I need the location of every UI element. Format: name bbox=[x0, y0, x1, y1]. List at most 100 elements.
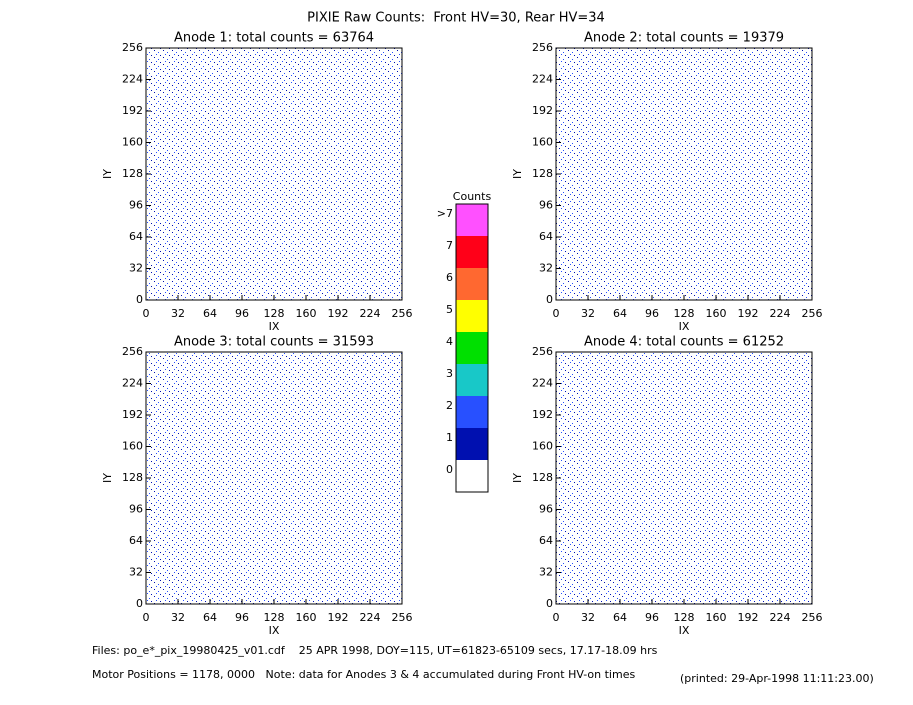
image-texture bbox=[556, 48, 812, 300]
colorbar-swatch bbox=[456, 268, 488, 300]
y-axis-label: IY bbox=[511, 473, 524, 483]
x-tick-label: 32 bbox=[581, 611, 595, 624]
x-tick-label: 32 bbox=[171, 611, 185, 624]
colorbar-label: 6 bbox=[446, 271, 453, 284]
x-tick-label: 128 bbox=[674, 307, 695, 320]
y-tick-label: 160 bbox=[122, 440, 143, 453]
x-tick-label: 96 bbox=[645, 611, 659, 624]
y-tick-label: 224 bbox=[532, 73, 553, 86]
x-tick-label: 128 bbox=[264, 611, 285, 624]
y-tick-label: 192 bbox=[532, 104, 553, 117]
x-tick-label: 32 bbox=[171, 307, 185, 320]
y-tick-label: 0 bbox=[136, 597, 143, 610]
y-tick-label: 96 bbox=[129, 503, 143, 516]
image-texture bbox=[146, 352, 402, 604]
x-tick-label: 192 bbox=[738, 307, 759, 320]
x-tick-label: 96 bbox=[235, 307, 249, 320]
x-tick-label: 160 bbox=[706, 307, 727, 320]
y-tick-label: 96 bbox=[539, 503, 553, 516]
y-tick-label: 224 bbox=[122, 377, 143, 390]
footer-files: Files: po_e*_pix_19980425_v01.cdf 25 APR… bbox=[92, 644, 658, 657]
x-axis-label: IX bbox=[679, 320, 690, 333]
colorbar-label: 4 bbox=[446, 335, 453, 348]
colorbar-swatch bbox=[456, 364, 488, 396]
x-tick-label: 0 bbox=[143, 307, 150, 320]
x-axis-label: IX bbox=[269, 320, 280, 333]
y-tick-label: 256 bbox=[532, 41, 553, 54]
x-tick-label: 192 bbox=[328, 611, 349, 624]
x-axis-label: IX bbox=[269, 624, 280, 637]
panel-title: Anode 4: total counts = 61252 bbox=[584, 335, 784, 350]
x-tick-label: 160 bbox=[706, 611, 727, 624]
y-axis-label: IY bbox=[101, 473, 114, 483]
y-tick-label: 32 bbox=[539, 566, 553, 579]
x-tick-label: 256 bbox=[392, 611, 413, 624]
colorbar-frame bbox=[455, 203, 489, 493]
footer-motor: Motor Positions = 1178, 0000 Note: data … bbox=[92, 668, 635, 681]
colorbar-swatch bbox=[456, 428, 488, 460]
colorbar-swatch bbox=[456, 204, 488, 236]
x-tick-label: 0 bbox=[553, 611, 560, 624]
y-tick-label: 128 bbox=[122, 471, 143, 484]
y-tick-label: 64 bbox=[539, 230, 553, 243]
colorbar-label: 0 bbox=[446, 463, 453, 476]
y-tick-label: 96 bbox=[129, 199, 143, 212]
colorbar-swatch bbox=[456, 460, 488, 492]
y-tick-label: 224 bbox=[532, 377, 553, 390]
colorbar-label: 2 bbox=[446, 399, 453, 412]
x-tick-label: 64 bbox=[203, 611, 217, 624]
colorbar-swatch bbox=[456, 300, 488, 332]
x-tick-label: 224 bbox=[360, 611, 381, 624]
y-tick-label: 64 bbox=[129, 230, 143, 243]
colorbar-label: 7 bbox=[446, 239, 453, 252]
y-tick-label: 192 bbox=[122, 104, 143, 117]
x-tick-label: 256 bbox=[802, 611, 823, 624]
x-tick-label: 160 bbox=[296, 611, 317, 624]
colorbar-swatch bbox=[456, 396, 488, 428]
panel-title: Anode 1: total counts = 63764 bbox=[174, 31, 374, 46]
y-tick-label: 128 bbox=[532, 471, 553, 484]
colorbar-swatch bbox=[456, 332, 488, 364]
x-tick-label: 0 bbox=[143, 611, 150, 624]
x-tick-label: 192 bbox=[738, 611, 759, 624]
colorbar-title: Counts bbox=[453, 190, 492, 203]
y-tick-label: 256 bbox=[122, 345, 143, 358]
x-tick-label: 224 bbox=[770, 307, 791, 320]
x-tick-label: 96 bbox=[235, 611, 249, 624]
y-tick-label: 96 bbox=[539, 199, 553, 212]
x-tick-label: 0 bbox=[553, 307, 560, 320]
x-tick-label: 256 bbox=[392, 307, 413, 320]
colorbar-label: 1 bbox=[446, 431, 453, 444]
x-tick-label: 96 bbox=[645, 307, 659, 320]
y-tick-label: 128 bbox=[532, 167, 553, 180]
colorbar-label: >7 bbox=[437, 207, 453, 220]
x-tick-label: 128 bbox=[674, 611, 695, 624]
y-tick-label: 32 bbox=[129, 566, 143, 579]
y-tick-label: 0 bbox=[136, 293, 143, 306]
x-tick-label: 192 bbox=[328, 307, 349, 320]
y-tick-label: 160 bbox=[532, 440, 553, 453]
x-tick-label: 224 bbox=[770, 611, 791, 624]
figure-title: PIXIE Raw Counts: Front HV=30, Rear HV=3… bbox=[307, 11, 605, 26]
image-texture bbox=[146, 48, 402, 300]
y-tick-label: 32 bbox=[129, 262, 143, 275]
x-tick-label: 32 bbox=[581, 307, 595, 320]
y-tick-label: 0 bbox=[546, 293, 553, 306]
x-tick-label: 64 bbox=[613, 611, 627, 624]
x-tick-label: 64 bbox=[203, 307, 217, 320]
x-tick-label: 224 bbox=[360, 307, 381, 320]
colorbar-label: 3 bbox=[446, 367, 453, 380]
y-tick-label: 0 bbox=[546, 597, 553, 610]
y-tick-label: 224 bbox=[122, 73, 143, 86]
y-tick-label: 256 bbox=[532, 345, 553, 358]
y-tick-label: 160 bbox=[532, 136, 553, 149]
x-tick-label: 256 bbox=[802, 307, 823, 320]
y-axis-label: IY bbox=[511, 169, 524, 179]
y-tick-label: 160 bbox=[122, 136, 143, 149]
y-tick-label: 64 bbox=[539, 534, 553, 547]
panel-title: Anode 3: total counts = 31593 bbox=[174, 335, 374, 350]
y-tick-label: 32 bbox=[539, 262, 553, 275]
y-axis-label: IY bbox=[101, 169, 114, 179]
y-tick-label: 256 bbox=[122, 41, 143, 54]
